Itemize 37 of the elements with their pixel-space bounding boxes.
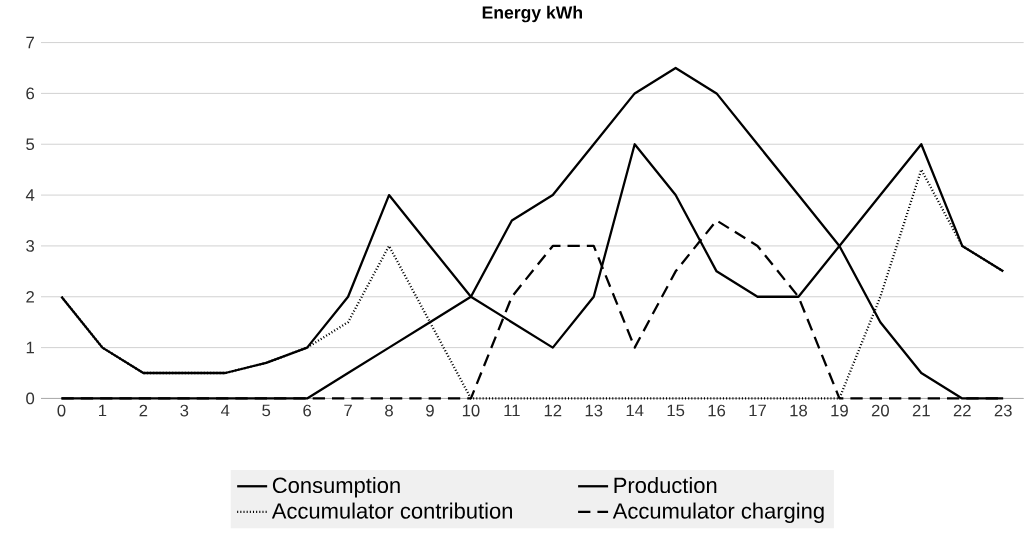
y-tick-label: 4 — [25, 189, 35, 201]
y-tick-label: 2 — [26, 290, 34, 303]
x-tick-label: 21 — [912, 404, 930, 417]
x-tick-label: 2 — [139, 404, 148, 417]
x-tick-label: 0 — [57, 404, 66, 417]
x-tick-label: 8 — [385, 404, 393, 417]
y-tick-label: 7 — [26, 36, 34, 49]
x-tick-label: 4 — [220, 404, 230, 416]
chart-title: Energy kWh — [482, 5, 582, 23]
x-tick-label: 19 — [831, 404, 848, 417]
x-tick-label: 22 — [953, 404, 971, 417]
x-tick-label: 1 — [99, 404, 107, 416]
x-tick-label: 16 — [708, 404, 726, 417]
y-tick-label: 0 — [26, 392, 35, 405]
x-tick-label: 14 — [626, 404, 644, 416]
x-tick-label: 9 — [426, 404, 434, 417]
x-tick-label: 6 — [303, 404, 312, 417]
x-tick-label: 10 — [462, 404, 480, 417]
x-tick-label: 17 — [749, 404, 766, 416]
legend-label: Consumption — [272, 476, 400, 498]
y-tick-label: 5 — [26, 138, 35, 150]
x-tick-label: 15 — [667, 404, 685, 417]
x-tick-label: 3 — [180, 404, 189, 417]
x-tick-label: 12 — [544, 404, 562, 417]
y-tick-label: 6 — [26, 87, 35, 100]
x-tick-label: 11 — [504, 404, 520, 416]
x-tick-label: 7 — [344, 404, 352, 416]
legend-label: Accumulator contribution — [271, 502, 512, 519]
legend-label: Production — [614, 476, 717, 493]
y-tick-label: 1 — [26, 341, 34, 354]
x-tick-label: 23 — [994, 404, 1012, 417]
x-tick-label: 20 — [871, 404, 889, 417]
x-tick-label: 18 — [790, 404, 808, 417]
legend-label: Accumulator charging — [612, 502, 824, 523]
x-tick-label: 13 — [585, 404, 603, 417]
y-tick-label: 3 — [26, 239, 35, 252]
x-tick-label: 5 — [262, 404, 271, 417]
